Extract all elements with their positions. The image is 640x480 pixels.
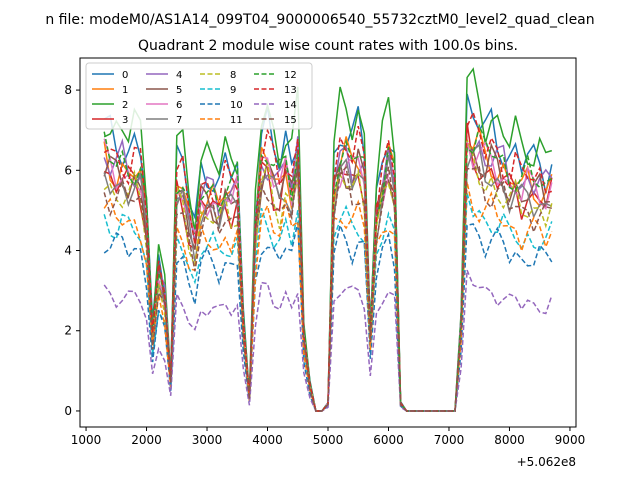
- legend-label-0: 0: [122, 70, 128, 81]
- y-tick-label: 6: [64, 163, 72, 177]
- legend-label-11: 11: [230, 115, 243, 126]
- y-tick-label: 8: [64, 83, 72, 97]
- series-lines: [103, 67, 553, 412]
- x-tick-label: 7000: [434, 433, 465, 447]
- legend-label-7: 7: [176, 115, 182, 126]
- x-tick-label: 5000: [313, 433, 344, 447]
- legend-label-6: 6: [176, 100, 182, 111]
- x-offset-label: +5.062e8: [517, 455, 576, 469]
- legend-label-9: 9: [230, 85, 236, 96]
- legend-label-15: 15: [284, 115, 297, 126]
- legend-label-4: 4: [176, 70, 182, 81]
- x-tick-label: 6000: [373, 433, 404, 447]
- legend-label-5: 5: [176, 85, 182, 96]
- series-line-14: [103, 269, 553, 412]
- y-tick-label: 2: [64, 324, 72, 338]
- series-line-15: [103, 161, 552, 412]
- legend-label-12: 12: [284, 70, 297, 81]
- x-tick-label: 4000: [252, 433, 283, 447]
- x-axis: 1000 2000 3000 4000 5000 6000 7000 8000 9000: [71, 427, 585, 447]
- chart-suptitle: n file: modeM0/AS1A14_099T04_9000006540_…: [45, 12, 594, 28]
- plot-frame: [79, 57, 577, 428]
- legend-label-1: 1: [122, 85, 128, 96]
- legend-box: [85, 62, 313, 130]
- y-axis: 0 2 4 6 8: [64, 83, 80, 418]
- legend-label-2: 2: [122, 100, 128, 111]
- legend-label-3: 3: [122, 115, 128, 126]
- y-tick-label: 4: [64, 244, 72, 258]
- chart-title: Quadrant 2 module wise count rates with …: [138, 38, 518, 54]
- legend-label-10: 10: [230, 100, 243, 111]
- y-tick-label: 0: [64, 404, 72, 418]
- x-tick-label: 3000: [192, 433, 223, 447]
- legend-label-13: 13: [284, 85, 297, 96]
- x-tick-label: 9000: [555, 433, 586, 447]
- x-tick-label: 1000: [71, 433, 102, 447]
- legend-label-14: 14: [284, 100, 297, 111]
- legend-label-8: 8: [230, 70, 236, 81]
- x-tick-label: 2000: [131, 433, 162, 447]
- x-tick-label: 8000: [494, 433, 525, 447]
